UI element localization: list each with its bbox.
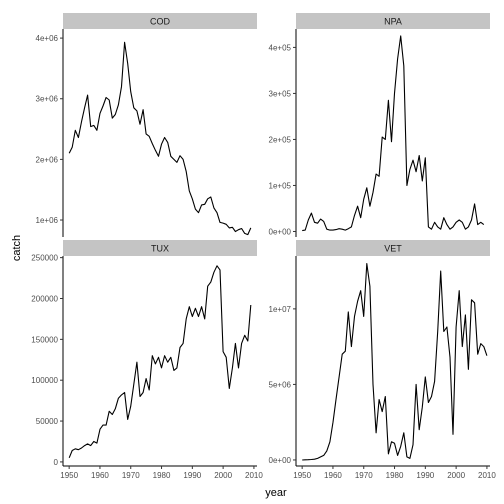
x-tick-label-tux-0: 1950 xyxy=(60,471,78,480)
y-tick-label-vet-2: 1e+07 xyxy=(269,305,292,314)
y-tick-label-npa-2: 2e+05 xyxy=(269,135,292,144)
strip-label-npa: NPA xyxy=(384,17,402,27)
strip-cod xyxy=(63,13,257,29)
y-tick-label-tux-5: 250000 xyxy=(31,254,58,263)
y-tick-label-vet-1: 5e+06 xyxy=(269,380,292,389)
y-tick-label-tux-3: 150000 xyxy=(31,335,58,344)
y-tick-label-cod-0: 1e+06 xyxy=(36,216,59,225)
y-tick-label-npa-1: 1e+05 xyxy=(269,181,292,190)
y-tick-label-npa-3: 3e+05 xyxy=(269,89,292,98)
y-tick-label-tux-4: 200000 xyxy=(31,294,58,303)
x-tick-label-vet-6: 2010 xyxy=(478,471,496,480)
y-tick-label-tux-2: 100000 xyxy=(31,376,58,385)
y-tick-label-cod-3: 4e+06 xyxy=(36,34,59,43)
y-tick-label-npa-4: 4e+05 xyxy=(269,43,292,52)
series-line-npa xyxy=(302,35,485,232)
y-tick-label-cod-2: 3e+06 xyxy=(36,95,59,104)
x-tick-label-tux-5: 2000 xyxy=(214,471,232,480)
y-tick-label-cod-1: 2e+06 xyxy=(36,155,59,164)
strip-label-tux: TUX xyxy=(151,244,169,254)
strip-label-cod: COD xyxy=(150,17,171,27)
series-line-vet xyxy=(302,263,488,461)
x-tick-label-tux-2: 1970 xyxy=(122,471,140,480)
series-line-tux xyxy=(68,265,252,459)
strip-tux xyxy=(63,240,257,256)
strip-label-vet: VET xyxy=(384,244,402,254)
x-tick-label-tux-6: 2010 xyxy=(245,471,263,480)
x-tick-label-vet-5: 2000 xyxy=(447,471,465,480)
series-line-cod xyxy=(68,41,252,236)
x-tick-label-vet-4: 1990 xyxy=(416,471,434,480)
x-tick-label-tux-3: 1980 xyxy=(153,471,171,480)
y-tick-label-npa-0: 0e+00 xyxy=(269,227,292,236)
x-tick-label-vet-1: 1960 xyxy=(324,471,342,480)
strip-npa xyxy=(296,13,490,29)
y-tick-label-vet-0: 0e+00 xyxy=(269,456,292,465)
y-tick-label-tux-1: 50000 xyxy=(36,417,59,426)
x-tick-label-vet-3: 1980 xyxy=(386,471,404,480)
x-tick-label-vet-2: 1970 xyxy=(355,471,373,480)
x-axis-title: year xyxy=(265,487,287,499)
x-tick-label-tux-1: 1960 xyxy=(91,471,109,480)
strip-vet xyxy=(296,240,490,256)
y-tick-label-tux-0: 0 xyxy=(54,458,59,467)
y-axis-title: catch xyxy=(11,235,23,261)
x-tick-label-vet-0: 1950 xyxy=(293,471,311,480)
x-tick-label-tux-4: 1990 xyxy=(183,471,201,480)
